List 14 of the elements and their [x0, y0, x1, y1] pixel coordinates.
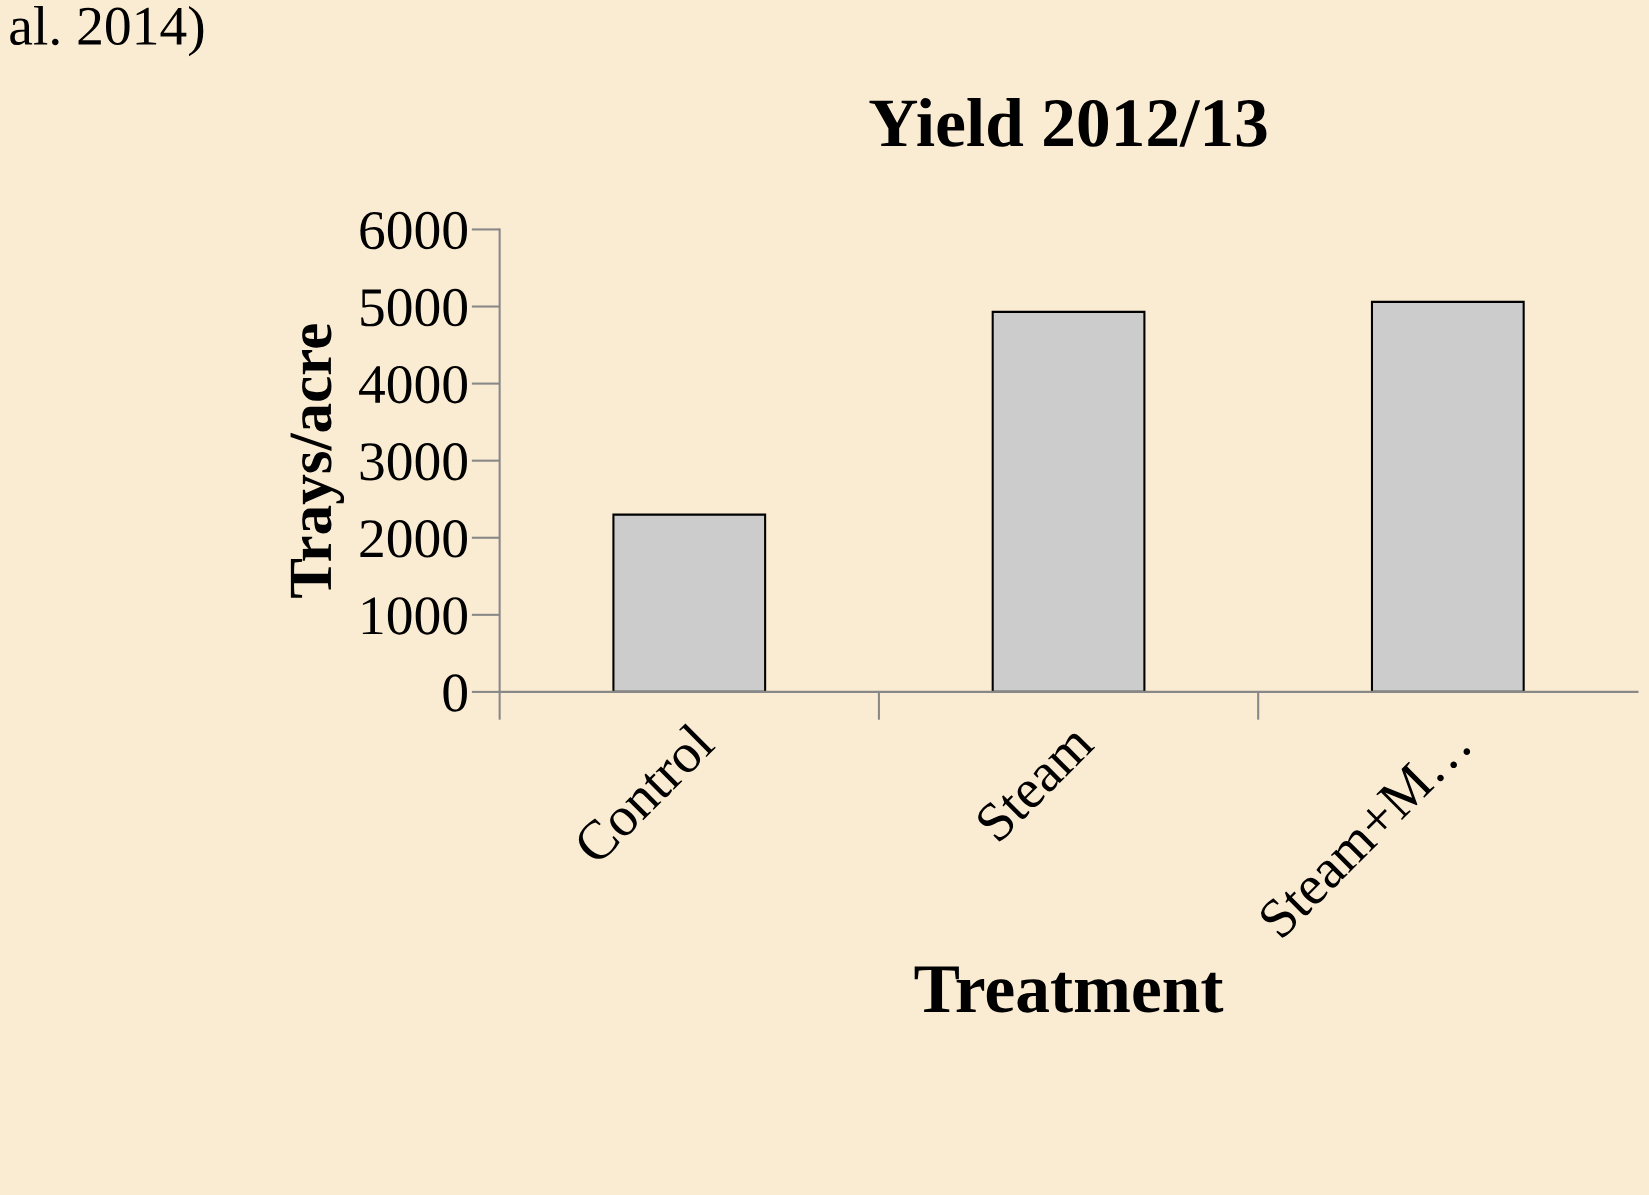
- y-tick-label: 5000: [361, 288, 467, 327]
- bar: [991, 310, 1146, 692]
- x-axis-title: Treatment: [914, 966, 1224, 1013]
- y-tick-label: 1000: [362, 597, 467, 635]
- y-tick-label: 3000: [360, 443, 467, 481]
- chart-title: Yield 2012/13: [869, 97, 1267, 147]
- bar: [1370, 300, 1525, 692]
- y-tick-label: 6000: [360, 211, 467, 250]
- y-tick-label: 0: [443, 674, 467, 712]
- y-tick-label: 4000: [359, 365, 467, 404]
- bar: [612, 513, 767, 692]
- y-tick-label: 2000: [360, 520, 467, 558]
- text: al. 2014): [10, 5, 204, 57]
- y-axis-title: Trays/acre: [290, 324, 345, 598]
